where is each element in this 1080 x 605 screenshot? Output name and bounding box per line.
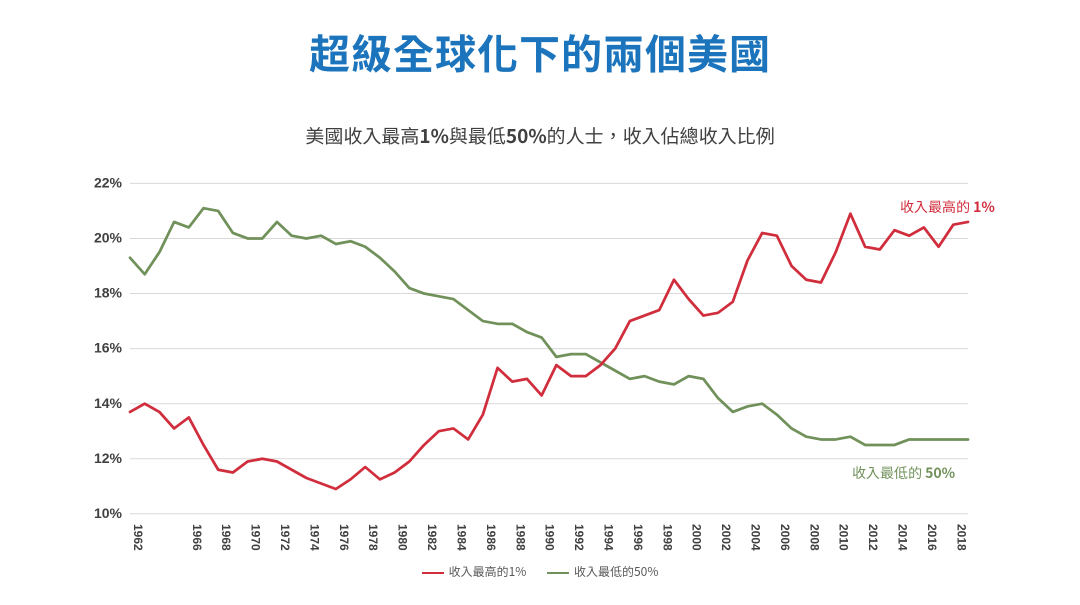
svg-text:1970: 1970 <box>249 524 263 551</box>
svg-text:2008: 2008 <box>807 524 821 551</box>
svg-text:14%: 14% <box>94 395 123 411</box>
svg-text:2016: 2016 <box>925 524 939 551</box>
svg-text:22%: 22% <box>94 175 123 191</box>
svg-text:2012: 2012 <box>866 524 880 551</box>
svg-text:1962: 1962 <box>131 524 145 551</box>
svg-text:1980: 1980 <box>396 524 410 551</box>
svg-text:1988: 1988 <box>513 524 527 551</box>
svg-text:2000: 2000 <box>690 524 704 551</box>
svg-text:1990: 1990 <box>543 524 557 551</box>
svg-text:1968: 1968 <box>219 524 233 551</box>
svg-text:1998: 1998 <box>660 524 674 551</box>
svg-text:1994: 1994 <box>601 524 615 551</box>
svg-text:2004: 2004 <box>748 524 762 551</box>
svg-text:12%: 12% <box>94 450 123 466</box>
svg-text:20%: 20% <box>94 230 123 246</box>
svg-text:1972: 1972 <box>278 524 292 551</box>
svg-text:1984: 1984 <box>454 524 468 551</box>
svg-text:1986: 1986 <box>484 524 498 551</box>
svg-text:2002: 2002 <box>719 524 733 551</box>
svg-text:16%: 16% <box>94 340 123 356</box>
svg-text:2010: 2010 <box>837 524 851 551</box>
svg-text:1996: 1996 <box>631 524 645 551</box>
svg-text:收入最高的 1%: 收入最高的 1% <box>900 197 995 217</box>
svg-text:10%: 10% <box>94 505 123 521</box>
svg-text:1992: 1992 <box>572 524 586 551</box>
svg-text:2014: 2014 <box>895 524 909 551</box>
svg-text:1974: 1974 <box>307 524 321 551</box>
svg-text:1982: 1982 <box>425 524 439 551</box>
svg-text:18%: 18% <box>94 285 123 301</box>
svg-text:1966: 1966 <box>190 524 204 551</box>
svg-text:2018: 2018 <box>954 524 968 551</box>
svg-text:收入最低的 50%: 收入最低的 50% <box>852 463 956 483</box>
svg-text:1978: 1978 <box>366 524 380 551</box>
svg-text:1976: 1976 <box>337 524 351 551</box>
svg-text:2006: 2006 <box>778 524 792 551</box>
